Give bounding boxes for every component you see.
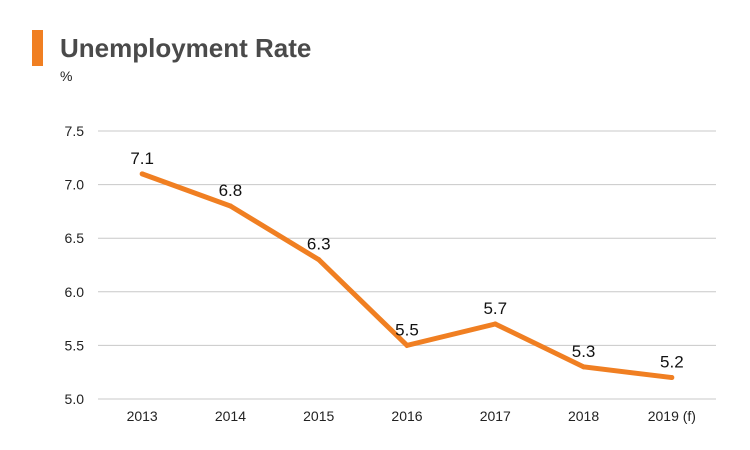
data-label: 5.3 <box>572 342 596 361</box>
y-tick-label: 6.0 <box>65 284 85 300</box>
x-tick-label: 2014 <box>215 408 246 424</box>
x-tick-label: 2019 (f) <box>648 408 696 424</box>
y-tick-label: 5.0 <box>65 391 85 407</box>
y-axis-ticks: 5.0 5.5 6.0 6.5 7.0 7.5 <box>65 123 85 407</box>
data-label: 6.3 <box>307 235 331 254</box>
data-label: 5.5 <box>395 320 419 339</box>
x-tick-label: 2018 <box>568 408 599 424</box>
data-label: 5.2 <box>660 353 684 372</box>
gridlines <box>98 130 716 400</box>
data-point <box>581 364 587 370</box>
x-tick-label: 2013 <box>127 408 158 424</box>
y-axis-unit-label: % <box>60 68 73 84</box>
data-point <box>227 203 233 209</box>
y-tick-label: 7.5 <box>65 123 85 139</box>
data-labels: 7.1 6.8 6.3 5.5 5.7 5.3 5.2 <box>130 149 683 372</box>
data-label: 5.7 <box>483 299 507 318</box>
y-tick-label: 5.5 <box>65 337 85 353</box>
data-point <box>492 321 498 327</box>
title-accent-bar <box>32 30 43 66</box>
y-tick-label: 6.5 <box>65 230 85 246</box>
data-point <box>404 342 410 348</box>
data-point <box>139 171 145 177</box>
data-point <box>316 257 322 263</box>
x-tick-label: 2016 <box>391 408 422 424</box>
x-tick-label: 2015 <box>303 408 334 424</box>
y-tick-label: 7.0 <box>65 177 85 193</box>
data-point <box>669 375 675 381</box>
series-group <box>139 171 675 381</box>
chart-title: Unemployment Rate <box>60 33 312 63</box>
x-axis-ticks: 2013 2014 2015 2016 2017 2018 2019 (f) <box>127 408 696 424</box>
data-label: 6.8 <box>219 181 243 200</box>
x-tick-label: 2017 <box>480 408 511 424</box>
data-label: 7.1 <box>130 149 154 168</box>
